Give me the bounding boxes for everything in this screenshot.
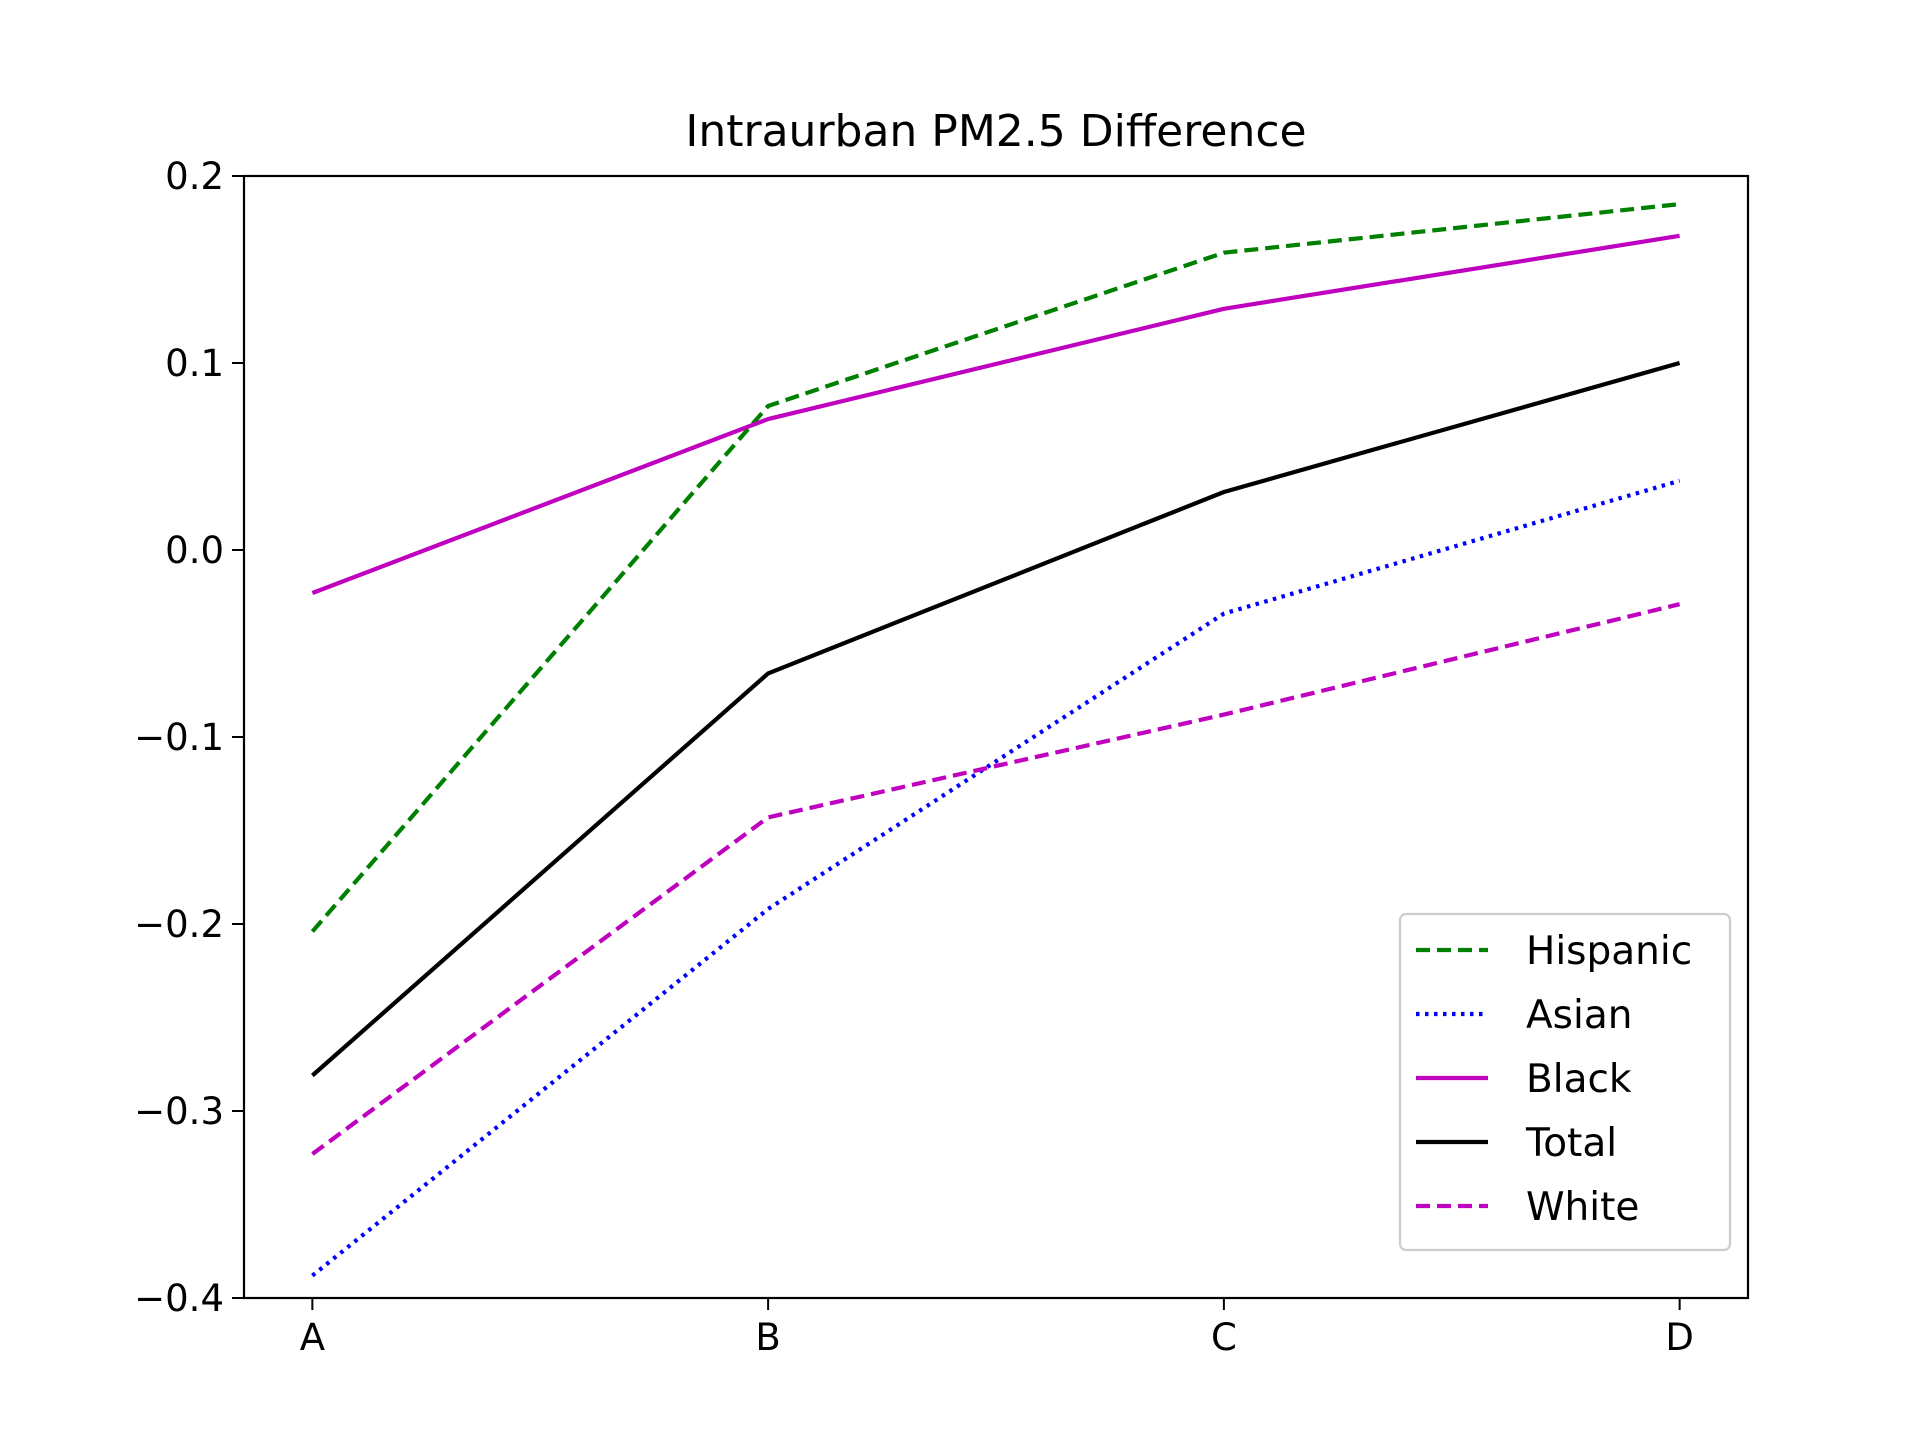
series-line-white bbox=[311, 602, 1681, 1156]
series-line-asian bbox=[311, 478, 1681, 1278]
chart-title: Intraurban PM2.5 Difference bbox=[685, 106, 1306, 157]
series-line-black bbox=[311, 233, 1680, 595]
x-tick-label: A bbox=[300, 1316, 325, 1359]
y-tick-label: −0.2 bbox=[134, 903, 224, 946]
legend-box bbox=[1398, 912, 1732, 1252]
legend-label: White bbox=[1526, 1185, 1639, 1230]
legend-label: Asian bbox=[1526, 993, 1632, 1038]
legend-label: Total bbox=[1525, 1121, 1617, 1166]
y-tick-label: 0.1 bbox=[165, 342, 224, 385]
series-line-hispanic bbox=[310, 202, 1680, 933]
legend-label: Hispanic bbox=[1526, 929, 1692, 974]
series-line-total bbox=[311, 360, 1681, 1078]
y-tick-label: 0.0 bbox=[165, 529, 224, 572]
y-tick-label: −0.1 bbox=[134, 716, 224, 759]
x-tick-label: B bbox=[755, 1316, 780, 1359]
y-tick-label: −0.3 bbox=[134, 1090, 224, 1133]
y-tick-label: 0.2 bbox=[165, 155, 224, 198]
y-tick-label: −0.4 bbox=[134, 1277, 224, 1320]
legend: Hispanic Asian Black Total White bbox=[1398, 912, 1732, 1252]
legend-label: Black bbox=[1526, 1057, 1632, 1102]
series-layer bbox=[310, 202, 1681, 1278]
x-tick-label: C bbox=[1211, 1316, 1237, 1359]
x-tick-label: D bbox=[1665, 1316, 1694, 1359]
y-axis: −0.4 −0.3 −0.2 −0.1 0.0 0.1 0.2 bbox=[134, 155, 244, 1320]
x-axis: A B C D bbox=[300, 1298, 1694, 1359]
